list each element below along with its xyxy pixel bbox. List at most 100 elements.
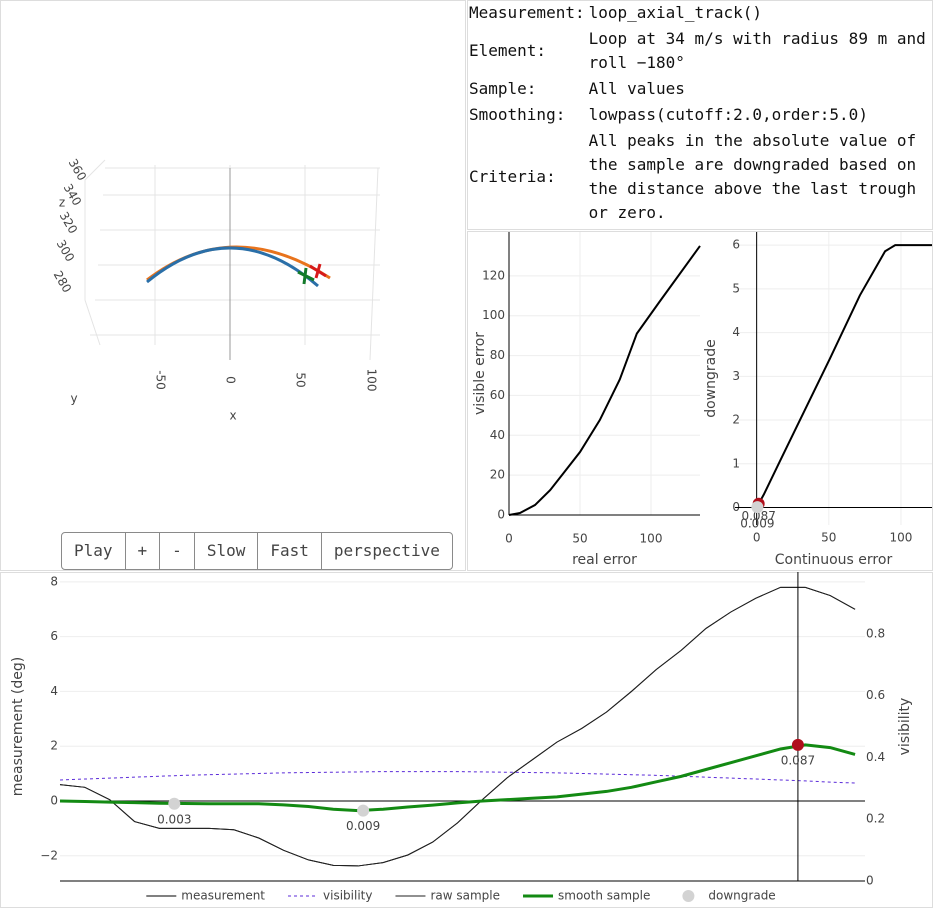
scene-grid-vertical [154, 165, 379, 361]
info-key: Criteria: [469, 167, 556, 186]
y-tick-label: 4 [50, 684, 58, 698]
y-tick-label: 4 [732, 325, 740, 339]
info-key: Sample: [469, 79, 537, 98]
point [751, 501, 764, 514]
x-tick-label: 50 [821, 531, 836, 545]
y-tick-label: 0 [497, 508, 505, 522]
y-axis-title: measurement (deg) [10, 657, 26, 796]
y-tick-label: 5 [732, 281, 740, 295]
y-axis-title: downgrade [703, 339, 719, 418]
z-tick-label: 300 [54, 237, 78, 264]
charts-panel [467, 231, 933, 571]
control-button[interactable]: Play [62, 533, 126, 569]
y2-tick-label: 0.2 [866, 812, 885, 826]
x-tick-label: 50 [294, 372, 308, 387]
y-tick-label: −2 [40, 848, 58, 862]
data-label: 0.003 [157, 812, 191, 826]
controls: Play + - Slow Fast perspective [61, 532, 453, 570]
x-tick-label: 0 [224, 376, 238, 384]
data-label: 0.009 [346, 819, 380, 833]
point [357, 804, 370, 817]
trajectory-blue [146, 246, 319, 288]
info-panel [467, 0, 933, 230]
legend-item: raw sample [395, 889, 500, 903]
info-row: Measurement: loop_axial_track() [467, 0, 932, 26]
legend-item: smooth sample [523, 889, 650, 903]
legend-item: visibility [288, 889, 372, 903]
y2-tick-label: 0.6 [866, 688, 885, 702]
scene-grid [84, 159, 380, 361]
control-button[interactable]: perspective [333, 541, 440, 560]
y-tick-label: 60 [490, 388, 505, 402]
x-tick-label: 100 [365, 369, 379, 392]
info-value: All values [588, 79, 685, 98]
info-value: Loop at 34 m/s with radius 89 m and roll… [588, 29, 926, 72]
y-tick-label: 80 [490, 348, 505, 362]
info-value: loop_axial_track() [588, 3, 762, 22]
y2-tick-label: 0.4 [866, 750, 885, 764]
y-tick-label: 40 [490, 428, 505, 442]
info-key: Element: [469, 41, 547, 60]
marker-green [297, 267, 315, 285]
legend-marker [682, 890, 695, 902]
x-axis-title: x [229, 409, 236, 423]
point [791, 738, 804, 751]
timeline-panel [0, 572, 933, 908]
data-label: 0.009 [740, 517, 774, 531]
y-tick-label: 2 [732, 413, 740, 427]
control-button[interactable]: Fast [258, 533, 322, 569]
scene-box-edge [84, 159, 106, 346]
series-line [59, 586, 856, 867]
series-line [508, 245, 701, 516]
control-button[interactable]: Slow [195, 533, 259, 569]
x-tick-label: 100 [640, 532, 663, 546]
y-tick-label: 20 [490, 468, 505, 482]
control-button[interactable]: - [160, 533, 195, 569]
info-table: Measurement: loop_axial_track() Element: Lo… [467, 0, 932, 226]
y-axis-title: y [70, 392, 77, 406]
data-label: 0.087 [781, 753, 815, 767]
info-row: Element: Loop at 34 m/s with radius 89 m … [467, 26, 932, 76]
series-line [59, 771, 856, 784]
legend-label: smooth sample [558, 889, 650, 903]
y-axis-title: visible error [472, 332, 488, 415]
z-tick-label: 320 [57, 209, 81, 236]
y-tick-label: 1 [732, 456, 740, 470]
x-tick-label: 0 [505, 532, 513, 546]
legend-item: downgrade [682, 889, 776, 903]
series-line [755, 244, 932, 508]
x-tick-label: 50 [572, 532, 587, 546]
info-row: Smoothing: lowpass(cutoff:2.0,order:5.0) [467, 102, 932, 128]
legend: measurement visibility raw sample smooth sa… [146, 889, 776, 903]
point [168, 797, 181, 810]
y-tick-label: 8 [50, 574, 58, 588]
legend-label: visibility [323, 889, 372, 903]
info-key: Smoothing: [469, 105, 566, 124]
x-tick-label: 0 [753, 531, 761, 545]
y-tick-label: 0 [732, 500, 740, 514]
marker-red [309, 263, 327, 279]
legend-item: measurement [146, 889, 265, 903]
scene-panel [0, 0, 466, 571]
info-panel: Measurement: loop_axial_track() Element: Lo… [467, 0, 932, 230]
y2-tick-label: 0.8 [866, 626, 885, 640]
x-tick-label: -50 [154, 370, 168, 390]
x-axis-title: Continuous error [775, 552, 893, 568]
y-tick-label: 6 [732, 238, 740, 252]
x-tick-label: 100 [890, 531, 913, 545]
info-value: All peaks in the absolute value of the s… [588, 131, 917, 222]
control-button[interactable]: + [126, 533, 161, 569]
legend-label: downgrade [708, 889, 775, 903]
info-row: Sample: All values [467, 76, 932, 102]
y-tick-label: 100 [482, 308, 505, 322]
info-row: Criteria: All peaks in the absolute value… [467, 128, 932, 226]
y2-tick-label: 0 [866, 874, 874, 888]
y2-axis-title: visibility [897, 698, 913, 756]
y-tick-label: 3 [732, 369, 740, 383]
series-line [59, 743, 856, 813]
y-tick-label: 2 [50, 739, 58, 753]
z-tick-label: 280 [51, 268, 75, 295]
scene-grid-horizontal [90, 167, 380, 336]
